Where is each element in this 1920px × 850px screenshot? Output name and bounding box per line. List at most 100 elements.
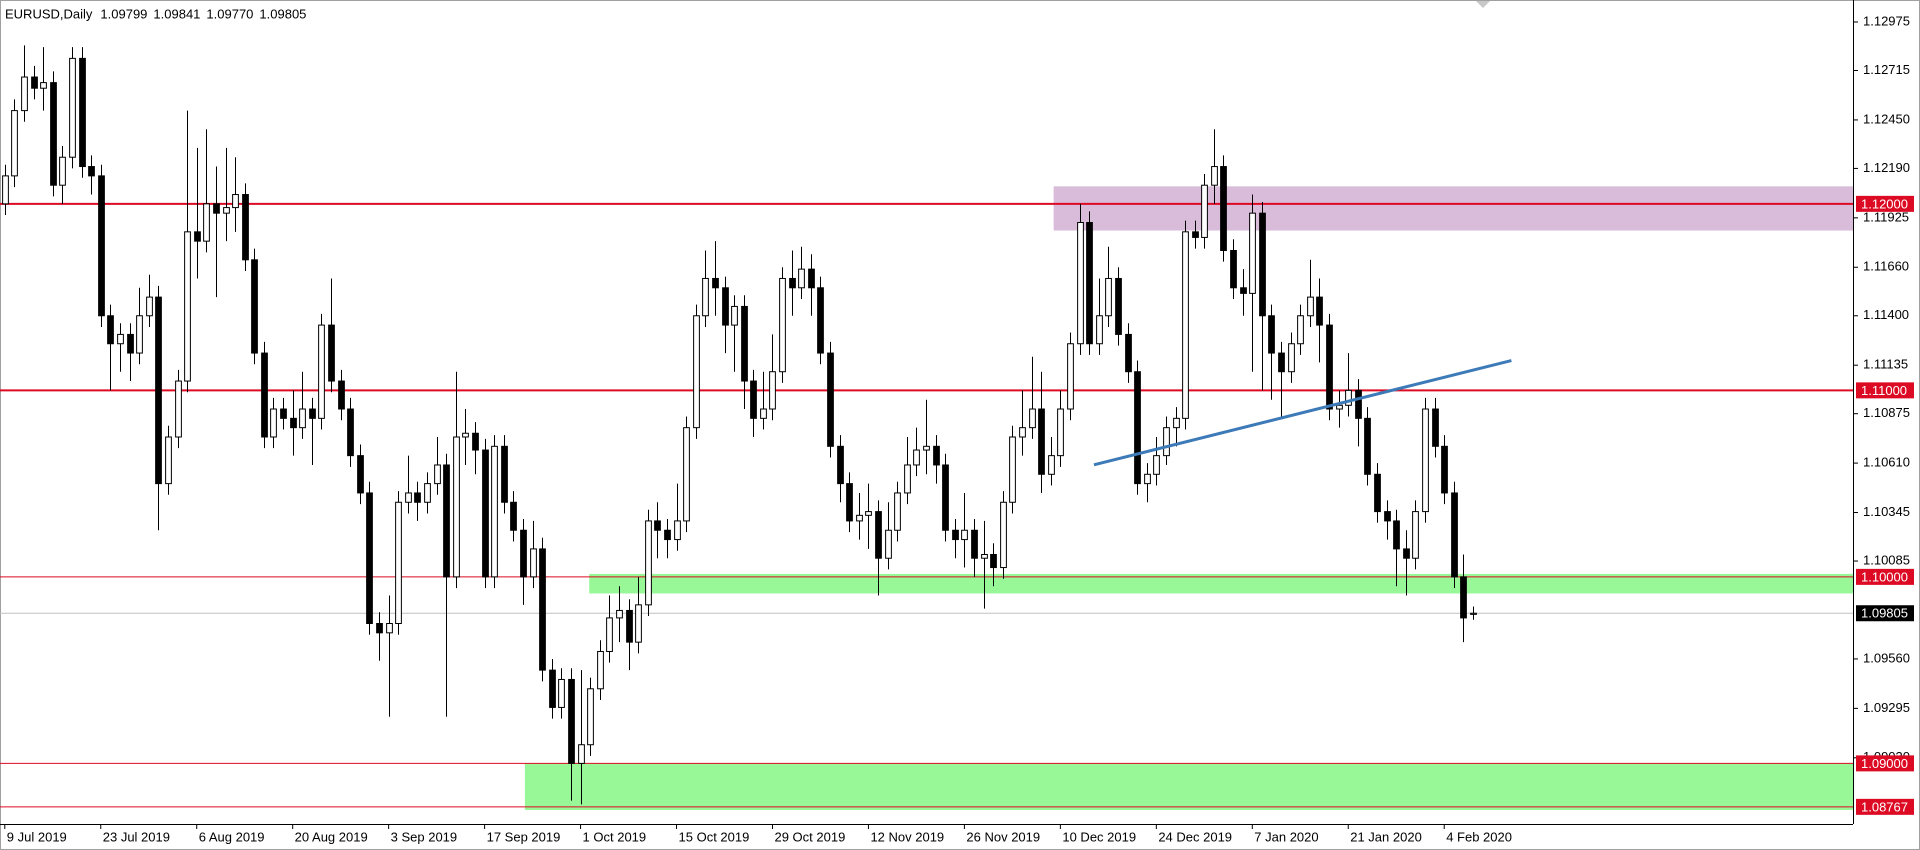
candle-body xyxy=(942,464,949,531)
y-tick-label: 1.12715 xyxy=(1863,62,1910,77)
level-label: 1.09000 xyxy=(1861,756,1908,771)
candle-body xyxy=(933,445,940,466)
shift-marker xyxy=(1476,1,1490,8)
candle-body xyxy=(1115,277,1122,335)
candle-body xyxy=(1249,212,1256,294)
candle-body xyxy=(366,492,373,625)
zones-layer xyxy=(524,186,1853,811)
candle-body xyxy=(1192,231,1199,238)
x-tick-label: 6 Aug 2019 xyxy=(199,829,265,844)
y-tick-label: 1.09560 xyxy=(1863,650,1910,665)
candle-body xyxy=(1096,315,1103,345)
x-tick-label: 9 Jul 2019 xyxy=(7,829,67,844)
candle-body xyxy=(1086,222,1093,345)
candle-body xyxy=(309,408,316,419)
candle-body xyxy=(280,408,287,419)
candles-layer xyxy=(2,45,1477,805)
candle-body xyxy=(1077,222,1084,345)
candle-body xyxy=(117,333,124,345)
level-label: 1.12000 xyxy=(1861,196,1908,211)
candle-body xyxy=(1009,436,1016,503)
candle-body xyxy=(1259,212,1266,317)
level-box xyxy=(1856,382,1914,399)
candle-body xyxy=(395,501,402,625)
level-box xyxy=(1856,568,1914,585)
candle-body xyxy=(674,520,681,541)
candle-body xyxy=(1201,184,1208,238)
candle-body xyxy=(1000,501,1007,569)
candle-body xyxy=(1364,417,1371,475)
candle-body xyxy=(1336,404,1343,410)
candle-body xyxy=(837,445,844,485)
x-tick-label: 7 Jan 2020 xyxy=(1254,829,1318,844)
candle-body xyxy=(971,529,978,559)
candle-body xyxy=(146,296,153,317)
y-tick-label: 1.12975 xyxy=(1863,13,1910,28)
candle-body xyxy=(1268,315,1275,354)
candle-body xyxy=(1326,324,1333,410)
candle-body xyxy=(827,352,834,447)
candle-body xyxy=(472,432,479,451)
candle-body xyxy=(79,57,86,168)
candle-body xyxy=(1105,277,1112,317)
y-tick-label: 1.11925 xyxy=(1863,209,1909,224)
candle-body xyxy=(223,207,230,214)
candle-body xyxy=(1422,408,1429,513)
y-tick-label: 1.12190 xyxy=(1863,160,1910,175)
candle-body xyxy=(798,268,805,289)
quote-value: 1.09841 xyxy=(153,6,200,21)
current-price-box xyxy=(1856,605,1914,622)
y-tick-label: 1.10345 xyxy=(1863,504,1910,519)
y-tick-label: 1.12450 xyxy=(1863,111,1910,126)
candle-body xyxy=(654,520,661,531)
candle-body xyxy=(107,315,114,345)
x-tick-label: 20 Aug 2019 xyxy=(295,829,368,844)
candle-body xyxy=(952,529,959,541)
candle-body xyxy=(1038,408,1045,475)
level-label: 1.08767 xyxy=(1861,799,1908,814)
candle-body xyxy=(1230,249,1237,289)
candle-body xyxy=(424,483,431,503)
candle-body xyxy=(865,511,872,516)
candle-body xyxy=(549,669,556,708)
level-box xyxy=(1856,755,1914,772)
x-tick-label: 10 Dec 2019 xyxy=(1062,829,1136,844)
candle-body xyxy=(741,305,748,382)
quote-value: 1.09805 xyxy=(259,6,306,21)
y-tick-label: 1.10875 xyxy=(1863,405,1910,420)
candle-body xyxy=(664,529,671,541)
candle-body xyxy=(981,553,988,559)
candle-body xyxy=(194,231,201,242)
x-tick-label: 3 Sep 2019 xyxy=(391,829,458,844)
x-tick-label: 12 Nov 2019 xyxy=(870,829,944,844)
candle-body xyxy=(990,553,997,569)
candle-body xyxy=(1240,287,1247,294)
candle-body xyxy=(1134,371,1141,485)
y-tick-label: 1.10610 xyxy=(1863,455,1910,470)
candle-body xyxy=(88,166,95,177)
candle-body xyxy=(1163,427,1170,457)
candle-body xyxy=(261,352,268,438)
candle-body xyxy=(251,259,258,354)
candle-body xyxy=(769,371,776,410)
candle-body xyxy=(1297,315,1304,345)
candle-body xyxy=(59,156,66,186)
y-tick-label: 1.11135 xyxy=(1863,357,1908,372)
level-label: 1.11000 xyxy=(1861,383,1907,398)
candle-body xyxy=(626,609,633,643)
candle-body xyxy=(885,529,892,559)
candle-body xyxy=(1374,473,1381,513)
candle-body xyxy=(127,333,134,354)
candle-body xyxy=(606,617,613,652)
candle-body xyxy=(318,324,325,419)
trend-line xyxy=(1093,359,1512,467)
candle-body xyxy=(2,175,9,205)
candle-body xyxy=(1432,408,1439,447)
x-tick-label: 24 Dec 2019 xyxy=(1158,829,1232,844)
candle-body xyxy=(175,380,182,438)
candle-body xyxy=(21,76,28,112)
candle-body xyxy=(635,604,642,643)
